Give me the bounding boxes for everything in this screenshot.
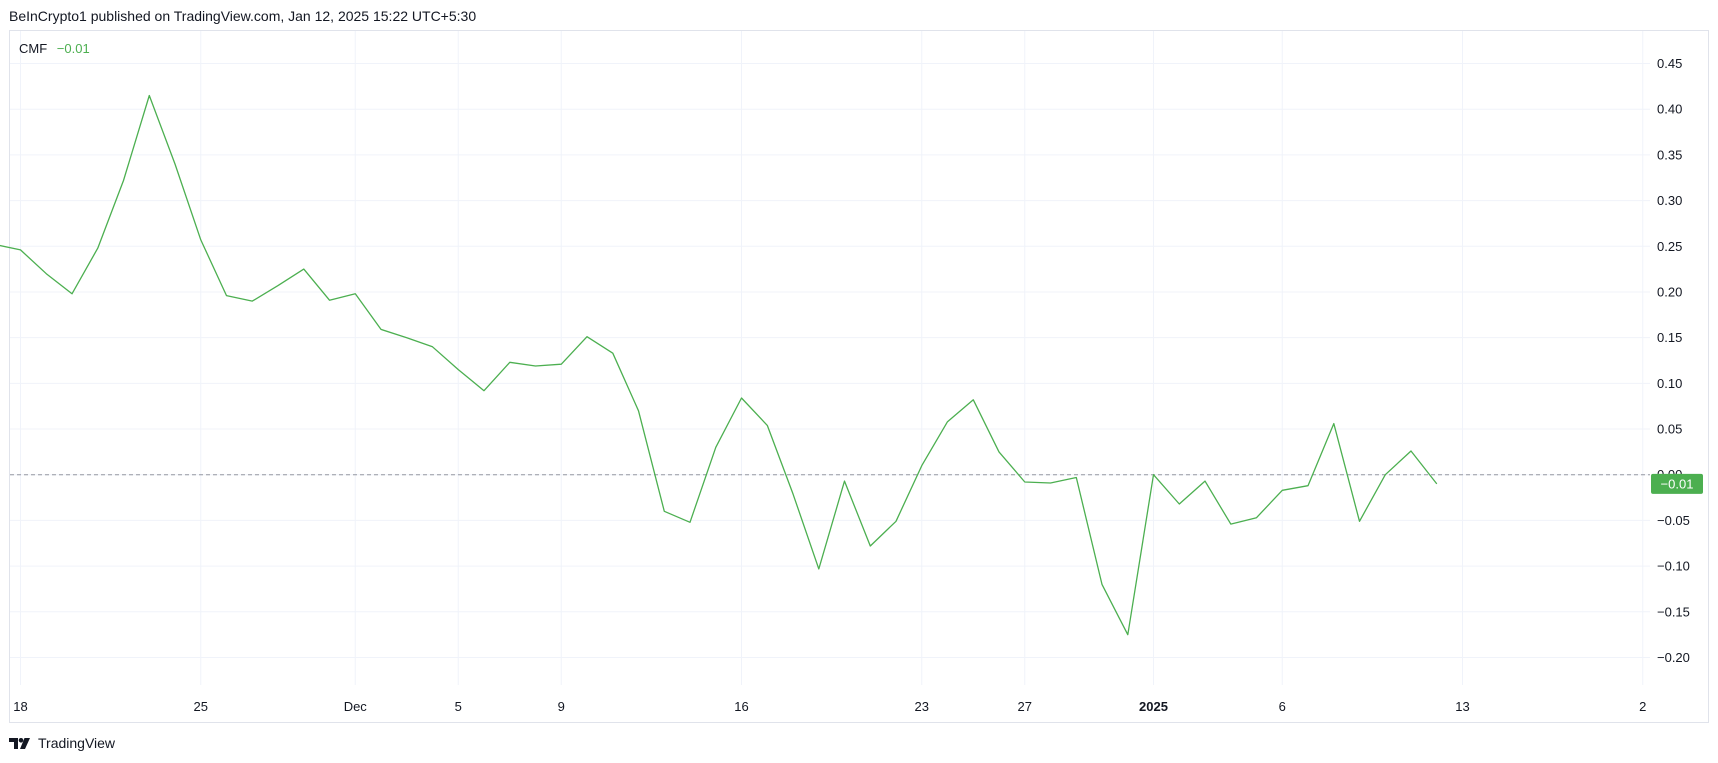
- cmf-data-point: [534, 364, 537, 367]
- cmf-data-point: [869, 545, 872, 548]
- cmf-data-point: [483, 389, 486, 392]
- x-tick-label: 13: [1455, 699, 1469, 714]
- tradingview-footer[interactable]: TradingView: [9, 735, 115, 751]
- cmf-data-point: [766, 424, 769, 427]
- cmf-data-point: [560, 363, 563, 366]
- cmf-data-point: [586, 335, 589, 338]
- y-tick-label: 0.20: [1657, 284, 1682, 299]
- cmf-data-point: [663, 510, 666, 513]
- cmf-data-point: [920, 464, 923, 467]
- cmf-data-point: [19, 248, 22, 251]
- y-tick-label: 0.45: [1657, 56, 1682, 71]
- cmf-data-point: [71, 292, 74, 295]
- cmf-data-point: [328, 299, 331, 302]
- cmf-data-point: [225, 294, 228, 297]
- x-tick-label: 16: [734, 699, 748, 714]
- x-tick-label: 2025: [1139, 699, 1168, 714]
- cmf-data-point: [1435, 482, 1438, 485]
- y-tick-label: −0.05: [1657, 513, 1690, 528]
- y-tick-label: 0.35: [1657, 147, 1682, 162]
- cmf-data-point: [148, 94, 151, 97]
- cmf-data-point: [1204, 480, 1207, 483]
- cmf-data-point: [637, 409, 640, 412]
- last-value-label: −0.01: [1661, 476, 1694, 491]
- x-tick-label: 25: [194, 699, 208, 714]
- cmf-data-point: [998, 450, 1001, 453]
- last-value-badge: [1651, 473, 1703, 494]
- cmf-data-point: [122, 179, 125, 182]
- x-tick-label: Dec: [344, 699, 368, 714]
- cmf-data-point: [817, 567, 820, 570]
- cmf-data-point: [508, 361, 511, 364]
- x-tick-label: 9: [558, 699, 565, 714]
- indicator-legend[interactable]: CMF −0.01: [19, 41, 90, 56]
- cmf-series-line: [0, 94, 1438, 636]
- cmf-data-point: [1178, 502, 1181, 505]
- cmf-data-point: [302, 268, 305, 271]
- indicator-name: CMF: [19, 41, 48, 56]
- cmf-data-point: [1410, 449, 1413, 452]
- cmf-data-point: [431, 345, 434, 348]
- cmf-data-point: [457, 368, 460, 371]
- cmf-data-point: [1384, 473, 1387, 476]
- cmf-data-point: [792, 492, 795, 495]
- x-tick-label: 2: [1639, 699, 1646, 714]
- publish-info: BeInCrypto1 published on TradingView.com…: [9, 8, 477, 24]
- cmf-data-point: [1075, 476, 1078, 479]
- y-tick-label: 0.15: [1657, 330, 1682, 345]
- cmf-data-point: [1229, 523, 1232, 526]
- x-tick-label: 5: [455, 699, 462, 714]
- cmf-data-point: [174, 163, 177, 166]
- cmf-data-point: [354, 292, 357, 295]
- cmf-data-point: [96, 247, 99, 250]
- y-tick-label: 0.25: [1657, 239, 1682, 254]
- cmf-data-point: [946, 420, 949, 423]
- cmf-data-point: [1281, 489, 1284, 492]
- chart-frame: [9, 30, 1709, 723]
- cmf-data-point: [45, 272, 48, 275]
- cmf-data-point: [740, 396, 743, 399]
- cmf-data-point: [251, 300, 254, 303]
- cmf-data-point: [689, 521, 692, 524]
- cmf-data-point: [895, 520, 898, 523]
- y-tick-label: 0.10: [1657, 376, 1682, 391]
- y-tick-label: −0.15: [1657, 604, 1690, 619]
- y-tick-label: 0.05: [1657, 422, 1682, 437]
- y-tick-label: 0.30: [1657, 193, 1682, 208]
- x-tick-label: 6: [1279, 699, 1286, 714]
- cmf-data-point: [1101, 583, 1104, 586]
- cmf-data-point: [1126, 633, 1129, 636]
- cmf-data-point: [380, 328, 383, 331]
- x-tick-label: 23: [915, 699, 929, 714]
- cmf-data-point: [1307, 484, 1310, 487]
- cmf-data-point: [714, 446, 717, 449]
- cmf-data-point: [972, 398, 975, 401]
- indicator-value: −0.01: [56, 41, 90, 56]
- tradingview-brand: TradingView: [38, 735, 116, 751]
- cmf-data-point: [843, 480, 846, 483]
- x-tick-label: 18: [13, 699, 27, 714]
- cmf-data-point: [1152, 473, 1155, 476]
- cmf-data-point: [277, 284, 280, 287]
- y-tick-label: −0.10: [1657, 559, 1690, 574]
- cmf-data-point: [405, 336, 408, 339]
- cmf-data-point: [1358, 520, 1361, 523]
- tradingview-logo-icon: [9, 737, 33, 749]
- x-tick-label: 27: [1018, 699, 1032, 714]
- cmf-data-point: [1332, 422, 1335, 425]
- cmf-data-point: [1023, 481, 1026, 484]
- cmf-data-point: [611, 352, 614, 355]
- y-tick-label: −0.20: [1657, 650, 1690, 665]
- y-tick-label: 0.40: [1657, 102, 1682, 117]
- cmf-data-point: [1049, 481, 1052, 484]
- cmf-data-point: [1255, 516, 1258, 519]
- cmf-data-point: [199, 238, 202, 241]
